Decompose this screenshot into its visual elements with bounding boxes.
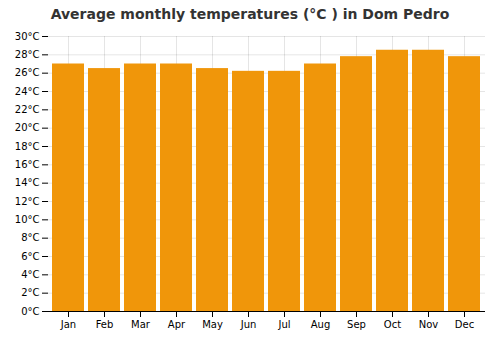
svg-text:16°C: 16°C <box>15 159 40 170</box>
svg-text:6°C: 6°C <box>21 251 39 262</box>
svg-text:Jun: Jun <box>240 319 257 330</box>
svg-text:14°C: 14°C <box>15 177 40 188</box>
svg-text:24°C: 24°C <box>15 86 40 97</box>
svg-text:Jul: Jul <box>277 319 290 330</box>
svg-text:20°C: 20°C <box>15 122 40 133</box>
svg-text:26°C: 26°C <box>15 67 40 78</box>
svg-text:12°C: 12°C <box>15 196 40 207</box>
svg-text:22°C: 22°C <box>15 104 40 115</box>
svg-text:Sep: Sep <box>347 319 366 330</box>
svg-text:28°C: 28°C <box>15 49 40 60</box>
svg-text:4°C: 4°C <box>21 269 39 280</box>
svg-text:May: May <box>202 319 223 330</box>
svg-text:Apr: Apr <box>168 319 186 330</box>
svg-text:Nov: Nov <box>419 319 439 330</box>
svg-text:0°C: 0°C <box>21 306 39 317</box>
svg-text:8°C: 8°C <box>21 232 39 243</box>
svg-text:18°C: 18°C <box>15 141 40 152</box>
svg-text:Aug: Aug <box>311 319 331 330</box>
svg-text:Dec: Dec <box>455 319 474 330</box>
svg-text:30°C: 30°C <box>15 31 40 42</box>
svg-text:Jan: Jan <box>60 319 76 330</box>
svg-text:Oct: Oct <box>384 319 401 330</box>
svg-text:Feb: Feb <box>96 319 114 330</box>
svg-text:2°C: 2°C <box>21 287 39 298</box>
html-text:Average monthly temperatures (: Average monthly temperatures (°C ) in Do… <box>50 6 450 22</box>
svg-text:10°C: 10°C <box>15 214 40 225</box>
svg-text:Mar: Mar <box>131 319 151 330</box>
